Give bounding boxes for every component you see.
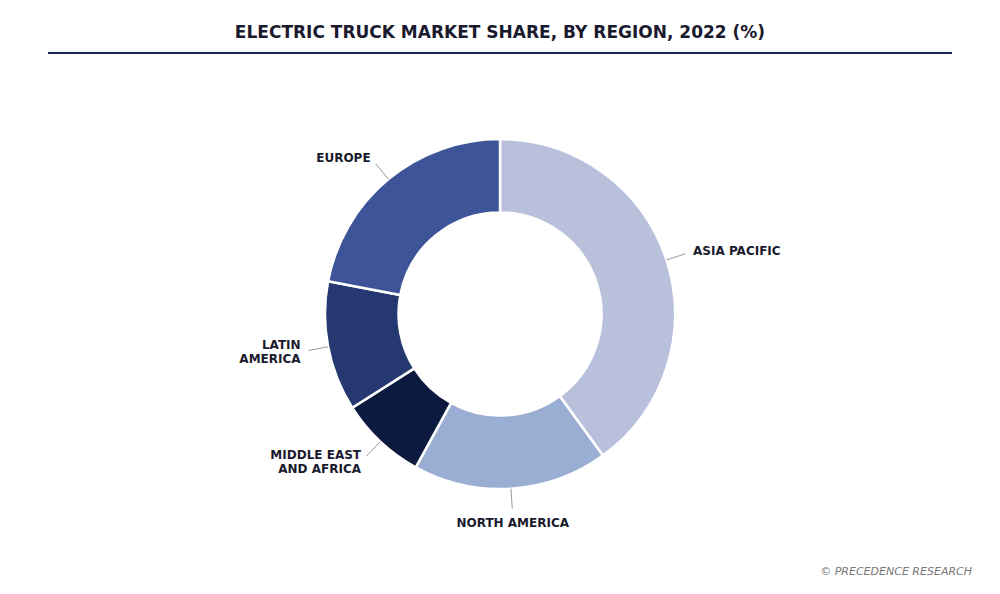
svg-text:NORTH AMERICA: NORTH AMERICA xyxy=(456,516,569,530)
html-text:ELECTRIC TRUCK MARKET SHARE, B: ELECTRIC TRUCK MARKET SHARE, BY REGION, … xyxy=(234,22,766,42)
svg-text:MIDDLE EASTAND AFRICA: MIDDLE EASTAND AFRICA xyxy=(270,448,361,476)
svg-text:EUROPE: EUROPE xyxy=(316,151,370,165)
html-text:© PRECEDENCE RESEARCH: © PRECEDENCE RESEARCH xyxy=(820,565,972,578)
svg-text:LATINAMERICA: LATINAMERICA xyxy=(239,338,301,366)
svg-text:ASIA PACIFIC: ASIA PACIFIC xyxy=(693,244,781,258)
